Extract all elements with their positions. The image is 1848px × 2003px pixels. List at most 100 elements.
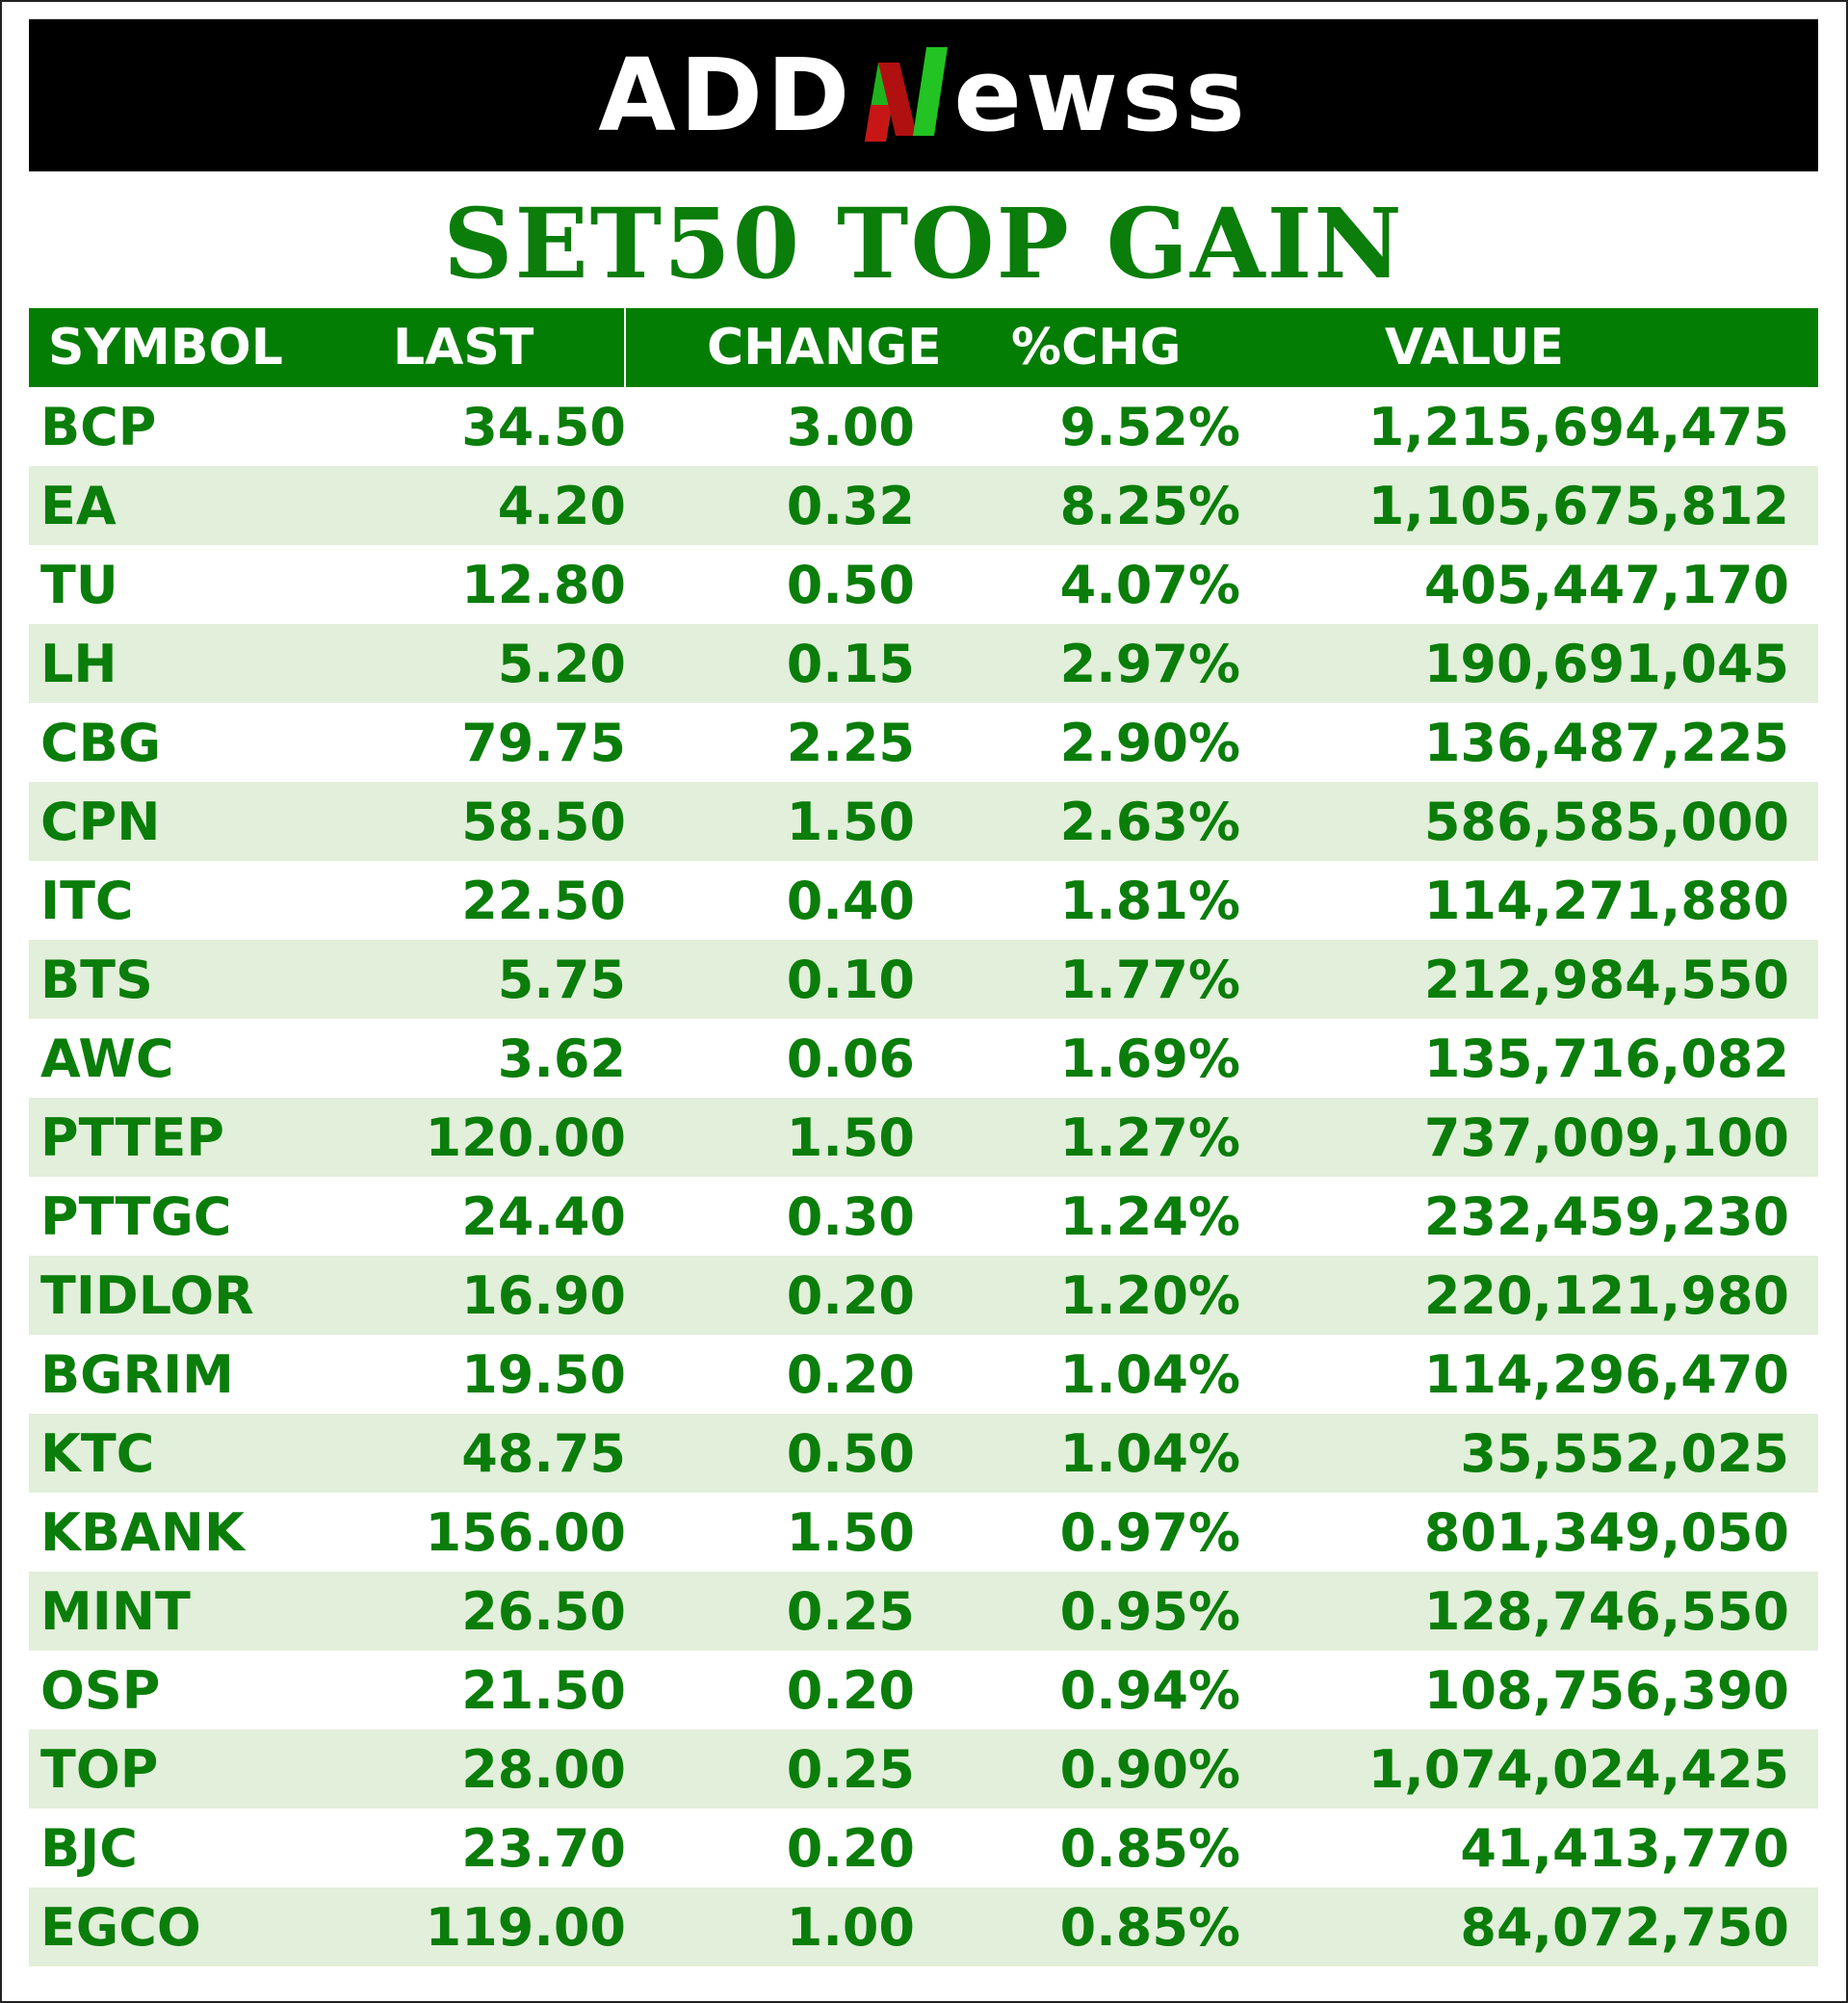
cell-value: 212,984,550 — [1240, 940, 1818, 1019]
table-row: AWC 3.62 0.06 1.69% 135,716,082 — [29, 1019, 1818, 1098]
cell-change: 0.30 — [626, 1177, 915, 1256]
column-header-symbol: SYMBOL — [29, 308, 395, 387]
cell-symbol: BJC — [29, 1808, 395, 1887]
cell-value: 220,121,980 — [1240, 1256, 1818, 1335]
cell-value: 135,716,082 — [1240, 1019, 1818, 1098]
cell-last: 24.40 — [395, 1177, 626, 1256]
cell-symbol: EA — [29, 466, 395, 545]
cell-pct-change: 1.27% — [915, 1098, 1240, 1177]
cell-pct-change: 0.94% — [915, 1651, 1240, 1730]
table-row: EGCO 119.00 1.00 0.85% 84,072,750 — [29, 1887, 1818, 1966]
cell-last: 26.50 — [395, 1572, 626, 1651]
cell-last: 79.75 — [395, 703, 626, 782]
cell-last: 58.50 — [395, 782, 626, 861]
cell-change: 0.20 — [626, 1651, 915, 1730]
column-header-value: VALUE — [1240, 308, 1818, 387]
cell-pct-change: 1.04% — [915, 1414, 1240, 1493]
cell-value: 114,271,880 — [1240, 861, 1818, 940]
cell-value: 128,746,550 — [1240, 1572, 1818, 1651]
cell-pct-change: 1.77% — [915, 940, 1240, 1019]
cell-last: 4.20 — [395, 466, 626, 545]
cell-last: 16.90 — [395, 1256, 626, 1335]
cell-last: 120.00 — [395, 1098, 626, 1177]
table-row: BGRIM 19.50 0.20 1.04% 114,296,470 — [29, 1335, 1818, 1414]
cell-pct-change: 8.25% — [915, 466, 1240, 545]
cell-value: 114,296,470 — [1240, 1335, 1818, 1414]
table-row: EA 4.20 0.32 8.25% 1,105,675,812 — [29, 466, 1818, 545]
cell-symbol: EGCO — [29, 1887, 395, 1966]
column-header-change: CHANGE — [626, 308, 942, 387]
cell-change: 0.10 — [626, 940, 915, 1019]
cell-pct-change: 2.90% — [915, 703, 1240, 782]
table-row: TIDLOR 16.90 0.20 1.20% 220,121,980 — [29, 1256, 1818, 1335]
cell-pct-change: 1.69% — [915, 1019, 1240, 1098]
cell-change: 3.00 — [626, 387, 915, 466]
logo-banner: ADD ewss — [29, 19, 1818, 171]
table-row: BJC 23.70 0.20 0.85% 41,413,770 — [29, 1808, 1818, 1887]
table-row: PTTEP 120.00 1.50 1.27% 737,009,100 — [29, 1098, 1818, 1177]
cell-last: 23.70 — [395, 1808, 626, 1887]
top-gain-table: SYMBOL LAST CHANGE %CHG VALUE BCP 34.50 3.… — [29, 308, 1818, 1966]
cell-last: 28.00 — [395, 1730, 626, 1808]
cell-change: 0.15 — [626, 624, 915, 703]
logo-text-left: ADD — [598, 37, 854, 154]
logo-n-mark-icon — [857, 41, 950, 149]
cell-symbol: OSP — [29, 1651, 395, 1730]
cell-pct-change: 0.97% — [915, 1493, 1240, 1572]
cell-value: 232,459,230 — [1240, 1177, 1818, 1256]
table-row: BCP 34.50 3.00 9.52% 1,215,694,475 — [29, 387, 1818, 466]
table-row: KTC 48.75 0.50 1.04% 35,552,025 — [29, 1414, 1818, 1493]
cell-value: 1,105,675,812 — [1240, 466, 1818, 545]
cell-value: 108,756,390 — [1240, 1651, 1818, 1730]
cell-value: 405,447,170 — [1240, 545, 1818, 624]
cell-change: 0.32 — [626, 466, 915, 545]
cell-symbol: CPN — [29, 782, 395, 861]
cell-last: 34.50 — [395, 387, 626, 466]
cell-value: 586,585,000 — [1240, 782, 1818, 861]
cell-last: 119.00 — [395, 1887, 626, 1966]
cell-symbol: CBG — [29, 703, 395, 782]
cell-pct-change: 0.85% — [915, 1887, 1240, 1966]
cell-symbol: PTTEP — [29, 1098, 395, 1177]
cell-change: 1.00 — [626, 1887, 915, 1966]
cell-last: 19.50 — [395, 1335, 626, 1414]
table-row: LH 5.20 0.15 2.97% 190,691,045 — [29, 624, 1818, 703]
cell-pct-change: 1.04% — [915, 1335, 1240, 1414]
cell-symbol: MINT — [29, 1572, 395, 1651]
addnewss-logo: ADD ewss — [598, 41, 1249, 149]
table-header-row: SYMBOL LAST CHANGE %CHG VALUE — [29, 308, 1818, 387]
cell-pct-change: 2.63% — [915, 782, 1240, 861]
cell-pct-change: 4.07% — [915, 545, 1240, 624]
cell-value: 84,072,750 — [1240, 1887, 1818, 1966]
cell-last: 3.62 — [395, 1019, 626, 1098]
table-row: CPN 58.50 1.50 2.63% 586,585,000 — [29, 782, 1818, 861]
cell-value: 35,552,025 — [1240, 1414, 1818, 1493]
cell-change: 0.20 — [626, 1335, 915, 1414]
cell-change: 0.20 — [626, 1256, 915, 1335]
cell-symbol: TU — [29, 545, 395, 624]
cell-symbol: KTC — [29, 1414, 395, 1493]
cell-change: 0.50 — [626, 545, 915, 624]
cell-last: 22.50 — [395, 861, 626, 940]
cell-change: 0.40 — [626, 861, 915, 940]
table-row: PTTGC 24.40 0.30 1.24% 232,459,230 — [29, 1177, 1818, 1256]
cell-symbol: BTS — [29, 940, 395, 1019]
cell-change: 0.25 — [626, 1572, 915, 1651]
cell-symbol: LH — [29, 624, 395, 703]
cell-value: 41,413,770 — [1240, 1808, 1818, 1887]
cell-symbol: ITC — [29, 861, 395, 940]
cell-pct-change: 9.52% — [915, 387, 1240, 466]
cell-value: 1,074,024,425 — [1240, 1730, 1818, 1808]
cell-symbol: TIDLOR — [29, 1256, 395, 1335]
cell-change: 2.25 — [626, 703, 915, 782]
cell-change: 1.50 — [626, 1493, 915, 1572]
cell-change: 1.50 — [626, 782, 915, 861]
cell-pct-change: 2.97% — [915, 624, 1240, 703]
table-row: TU 12.80 0.50 4.07% 405,447,170 — [29, 545, 1818, 624]
table-row: OSP 21.50 0.20 0.94% 108,756,390 — [29, 1651, 1818, 1730]
cell-last: 21.50 — [395, 1651, 626, 1730]
page-title: SET50 TOP GAIN — [443, 187, 1404, 300]
cell-value: 737,009,100 — [1240, 1098, 1818, 1177]
cell-pct-change: 0.95% — [915, 1572, 1240, 1651]
cell-pct-change: 1.81% — [915, 861, 1240, 940]
